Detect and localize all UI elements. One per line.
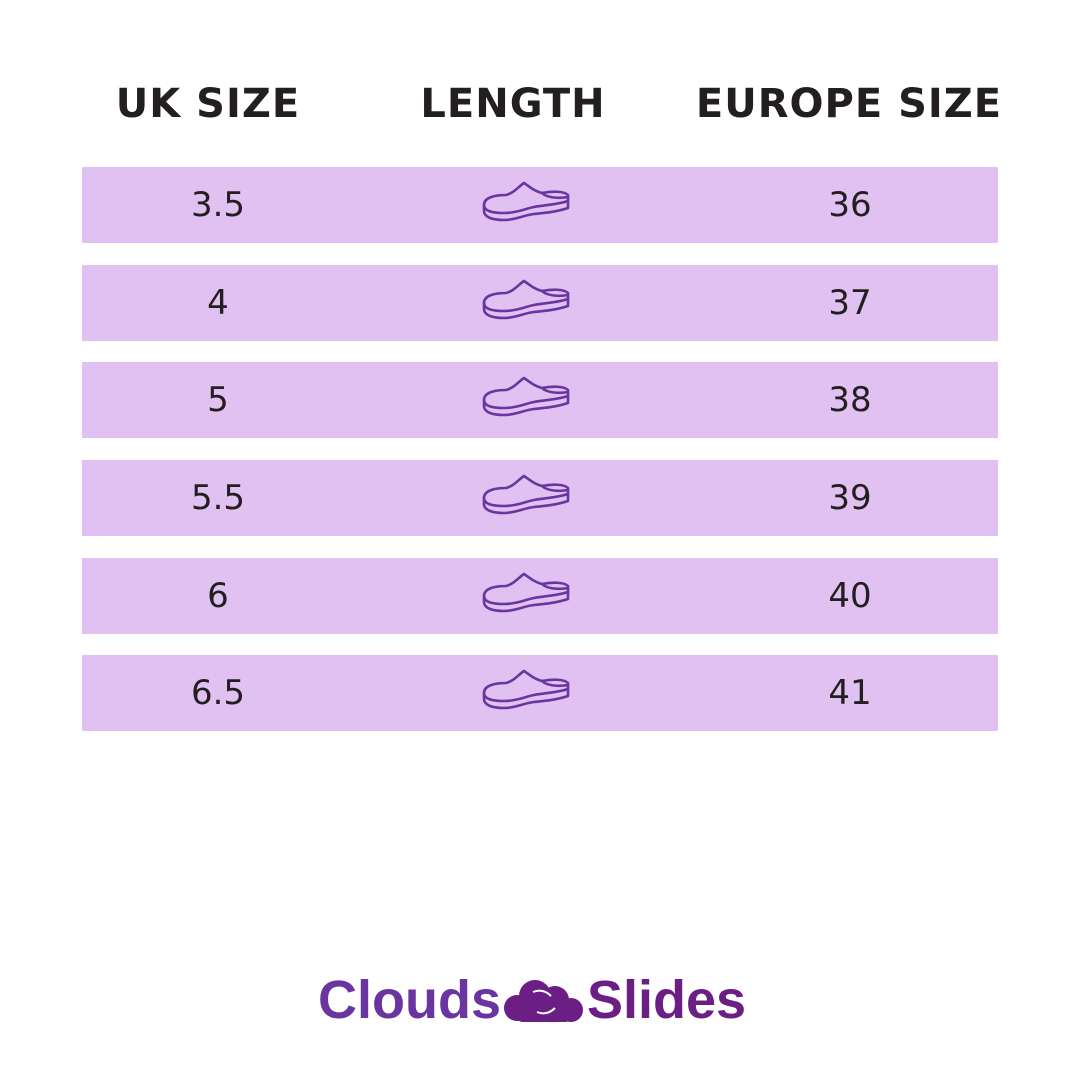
europe-size-cell: 39 xyxy=(828,478,872,518)
uk-size-cell: 3.5 xyxy=(190,185,246,225)
table-row: 5 38 xyxy=(82,362,998,438)
shoe-icon xyxy=(482,669,570,710)
uk-size-cell: 6 xyxy=(207,576,229,616)
table-row: 3.5 36 xyxy=(82,167,998,243)
header-uk-size: UK SIZE xyxy=(115,81,301,127)
shoe-icon xyxy=(482,474,570,515)
table-row: 4 37 xyxy=(82,265,998,341)
uk-size-cell: 6.5 xyxy=(190,673,246,713)
brand-logo: Clouds Slides xyxy=(318,968,746,1032)
europe-size-cell: 40 xyxy=(828,576,872,616)
header-length: LENGTH xyxy=(420,81,606,127)
table-row: 5.5 39 xyxy=(82,460,998,536)
brand-name-part1: Clouds xyxy=(318,970,501,1030)
shoe-icon xyxy=(482,279,570,320)
shoe-icon xyxy=(482,181,570,222)
table-row: 6.5 41 xyxy=(82,655,998,731)
shoe-icon xyxy=(482,572,570,613)
cloud-feet-icon xyxy=(504,980,583,1022)
europe-size-cell: 37 xyxy=(828,283,872,323)
uk-size-cell: 5.5 xyxy=(190,478,246,518)
header-europe-size: EUROPE SIZE xyxy=(695,81,1003,127)
uk-size-cell: 5 xyxy=(207,380,229,420)
europe-size-cell: 36 xyxy=(828,185,872,225)
europe-size-cell: 41 xyxy=(828,673,872,713)
brand-name-part2: Slides xyxy=(587,970,747,1030)
table-row: 6 40 xyxy=(82,558,998,634)
shoe-icon xyxy=(482,376,570,417)
europe-size-cell: 38 xyxy=(828,380,872,420)
uk-size-cell: 4 xyxy=(207,283,229,323)
